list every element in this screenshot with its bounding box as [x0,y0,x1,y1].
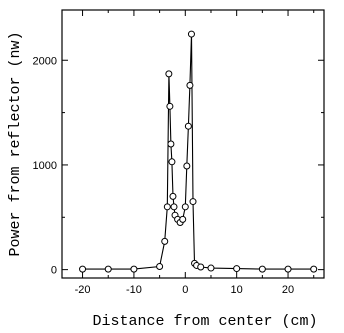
data-point [187,30,195,38]
data-point [310,265,318,273]
data-point [79,265,87,273]
data-point [169,192,177,200]
y-tick-label: 0 [51,265,57,277]
data-point [166,102,174,110]
data-point [156,262,164,270]
data-point [197,263,205,271]
data-point [184,122,192,130]
x-tick-label: -10 [126,284,142,296]
x-tick-label: 20 [282,284,294,296]
data-point [189,198,197,206]
data-point [207,264,215,272]
y-tick-label: 1000 [33,160,57,172]
data-point [163,203,171,211]
data-point [170,203,178,211]
data-point [186,81,194,89]
data-point [233,265,241,273]
series-line [82,34,314,270]
data-point [104,265,112,273]
data-point [130,265,138,273]
plot-area [79,30,318,273]
data-point [179,215,187,223]
plot-frame [61,9,325,279]
data-point [168,158,176,166]
data-point [284,265,292,273]
data-point [181,203,189,211]
data-point [258,265,266,273]
x-tick-label: 0 [182,284,188,296]
y-tick-label: 2000 [33,55,57,67]
data-point [183,162,191,170]
x-tick-label: 10 [231,284,243,296]
data-point [161,237,169,245]
y-axis-label: Power from reflector (nw) [7,31,24,256]
data-point [167,140,175,148]
tick-labels: -20 -10 0 10 20 0 1000 2000 [33,55,295,296]
x-tick-label: -20 [75,284,91,296]
data-point [165,70,173,78]
x-axis-label: Distance from center (cm) [92,313,317,330]
